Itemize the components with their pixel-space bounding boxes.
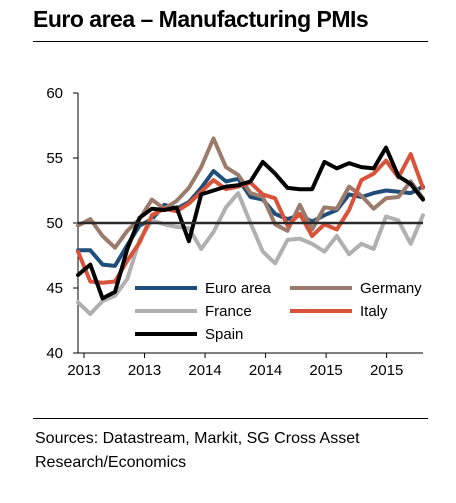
pmi-line-chart: 40 45 50 55 60 2013 2013 2014 2014 2015 2015 Euro… — [46, 85, 425, 379]
title-divider — [33, 41, 428, 42]
y-tick-label: 45 — [46, 280, 63, 297]
x-tick-label: 2015 — [370, 362, 403, 379]
x-tick-label: 2014 — [188, 362, 221, 379]
y-tick-label: 50 — [46, 215, 63, 232]
series-lines — [76, 136, 425, 316]
legend-france-label: France — [205, 303, 252, 320]
y-axis: 40 45 50 55 60 — [46, 85, 79, 362]
footer-divider — [33, 418, 428, 419]
y-tick-label: 40 — [46, 345, 63, 362]
legend-germany-label: Germany — [360, 280, 422, 297]
y-tick-label: 55 — [46, 150, 63, 167]
series-line-spain — [76, 145, 425, 301]
x-tick-label: 2014 — [249, 362, 282, 379]
legend-euro-area-label: Euro area — [205, 280, 272, 297]
y-tick-label: 60 — [46, 85, 63, 102]
x-tick-label: 2013 — [67, 362, 100, 379]
chart-title: Euro area – Manufacturing PMIs — [33, 6, 369, 32]
x-tick-label: 2013 — [128, 362, 161, 379]
x-axis: 2013 2013 2014 2014 2015 2015 — [67, 352, 423, 379]
x-tick-label: 2015 — [309, 362, 342, 379]
sources-note: Sources: Datastream, Markit, SG Cross As… — [35, 430, 360, 471]
legend: Euro area Germany France Italy Spain — [135, 280, 422, 343]
legend-spain-label: Spain — [205, 326, 243, 343]
legend-italy-label: Italy — [360, 303, 388, 320]
